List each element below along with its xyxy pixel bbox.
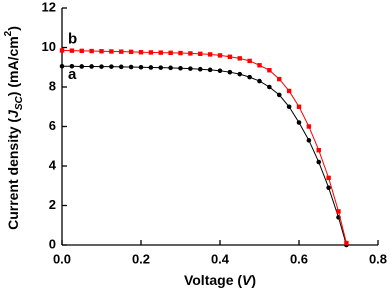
y-tick-label: 0 (49, 236, 56, 251)
point (119, 49, 124, 54)
point (138, 50, 144, 55)
point (138, 64, 144, 70)
x-tick-label: 0.8 (369, 251, 387, 266)
series-label: a (68, 66, 77, 83)
point (316, 159, 322, 165)
point (198, 51, 203, 57)
point (59, 63, 65, 69)
point (237, 56, 242, 61)
y-tick-label: 10 (42, 39, 56, 54)
point (109, 49, 114, 54)
point (99, 49, 104, 54)
point (227, 69, 233, 75)
point (79, 64, 85, 69)
x-axis-label: Voltage (V) (184, 272, 256, 288)
point (247, 58, 252, 64)
point (247, 74, 252, 80)
point (109, 64, 114, 69)
point (326, 175, 331, 181)
point (227, 54, 233, 59)
y-tick-label: 4 (49, 157, 57, 172)
point (257, 78, 262, 84)
point (158, 65, 164, 70)
point (188, 51, 193, 56)
point (178, 65, 183, 71)
point (197, 66, 203, 72)
point (148, 50, 154, 55)
point (286, 104, 292, 110)
y-tick-label: 8 (49, 78, 56, 93)
y-label-part: SC (14, 95, 25, 110)
point (217, 68, 223, 74)
y-axis-label: Current density (JSC) (mA/cm2) (3, 26, 25, 230)
point (306, 138, 312, 143)
series-line (62, 65, 347, 246)
x-tick-label: 0.2 (132, 251, 150, 266)
point (217, 53, 223, 58)
series-line (61, 49, 347, 244)
point (296, 120, 302, 125)
point (168, 50, 173, 56)
point (316, 148, 321, 153)
point (326, 185, 331, 191)
point (257, 63, 262, 68)
point (207, 67, 213, 73)
point (89, 48, 94, 54)
point (59, 48, 65, 53)
y-tick-label: 12 (42, 0, 56, 14)
x-tick-label: 0.4 (211, 251, 230, 266)
point (168, 65, 173, 71)
y-label-part: J (5, 109, 21, 118)
point (69, 63, 75, 69)
point (277, 76, 282, 82)
point (128, 49, 134, 55)
point (267, 84, 272, 90)
y-label-part: Current density ( (5, 118, 21, 230)
point (69, 48, 75, 53)
y-label-part: ) (mA/cm (5, 36, 21, 96)
point (99, 64, 104, 69)
point (296, 104, 302, 109)
point (276, 92, 282, 98)
point (79, 48, 84, 54)
y-tick-label: 6 (49, 118, 56, 133)
point (267, 68, 272, 73)
point (158, 50, 163, 55)
point (306, 124, 312, 129)
series-label: b (68, 30, 77, 47)
point (128, 64, 134, 70)
y-tick-label: 2 (49, 197, 56, 212)
x-label-part: V (242, 272, 253, 288)
x-tick-label: 0.6 (290, 251, 308, 266)
point (148, 65, 154, 70)
x-label-part: ) (251, 272, 256, 288)
point (207, 52, 213, 57)
point (118, 64, 124, 70)
x-label-part: Voltage ( (184, 272, 242, 288)
y-label-part: 2 (3, 30, 14, 36)
point (89, 64, 94, 69)
x-tick-label: 0.0 (53, 251, 71, 266)
point (336, 209, 341, 214)
point (237, 71, 243, 77)
point (178, 50, 183, 56)
point (188, 66, 193, 71)
y-label-part: ) (5, 26, 21, 31)
point (286, 88, 292, 94)
point (344, 240, 349, 246)
